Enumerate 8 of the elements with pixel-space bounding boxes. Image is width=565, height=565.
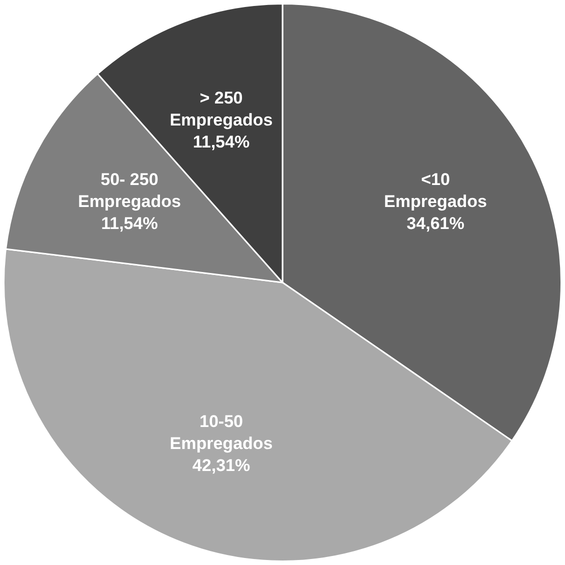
- slice-label: <10 Empregados: [384, 170, 488, 211]
- data-label: 11,54%: [101, 214, 158, 233]
- slice-label: 50- 250 Empregados: [78, 170, 181, 211]
- slice-label: > 250 Empregados: [170, 88, 273, 130]
- data-label: 11,54%: [192, 132, 250, 152]
- data-label: 42,31%: [192, 456, 250, 475]
- data-label: 34,61%: [406, 214, 464, 233]
- slice-label: 10-50 Empregados: [170, 412, 273, 453]
